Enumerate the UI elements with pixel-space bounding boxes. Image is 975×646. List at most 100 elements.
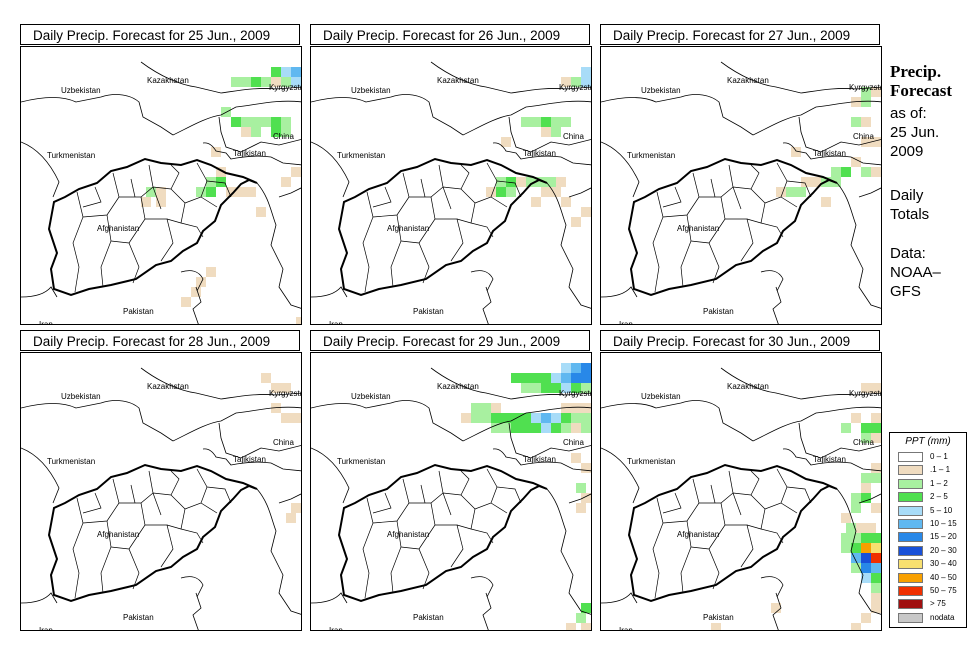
precip-cell xyxy=(196,187,206,197)
legend-label: 5 – 10 xyxy=(930,505,953,515)
precip-cell xyxy=(541,413,551,423)
precip-cell xyxy=(521,423,531,433)
precip-cell xyxy=(851,543,861,553)
precip-cell xyxy=(211,147,221,157)
precip-cell xyxy=(861,423,871,433)
legend-swatch xyxy=(898,452,923,462)
precip-cell xyxy=(871,413,881,423)
precip-cell xyxy=(771,603,781,613)
precip-cell xyxy=(871,553,881,563)
precip-cell xyxy=(491,413,501,423)
precip-cell xyxy=(581,403,591,413)
country-label-tajikistan: Tajikistan xyxy=(523,149,556,158)
precip-cell xyxy=(871,473,881,483)
precip-cell xyxy=(206,177,216,187)
precip-cell xyxy=(261,373,271,383)
precip-cell xyxy=(521,383,531,393)
precip-cell xyxy=(536,177,546,187)
panel-map: Kazakhstan Kyrgyzstan Uzbekistan China Turkm… xyxy=(310,46,592,325)
precip-cell xyxy=(871,463,881,473)
precip-cell xyxy=(501,413,511,423)
country-label-tajikistan: Tajikistan xyxy=(813,455,846,464)
panel-map: Kazakhstan Kyrgyzstan Uzbekistan China Turkm… xyxy=(20,352,302,631)
precip-cell xyxy=(871,423,881,433)
precip-cell xyxy=(871,573,881,583)
precip-cell xyxy=(271,117,281,127)
country-label-kazakhstan: Kazakhstan xyxy=(727,76,769,85)
country-label-pakistan: Pakistan xyxy=(123,307,154,316)
precip-cell xyxy=(256,207,266,217)
precip-cell xyxy=(841,513,851,523)
asof-block: as of: 25 Jun. 2009 xyxy=(890,104,939,161)
precip-cell xyxy=(506,187,516,197)
country-label-afghanistan: Afghanistan xyxy=(97,224,139,233)
precip-cell xyxy=(156,187,166,197)
precip-cell xyxy=(501,137,511,147)
precip-cell xyxy=(856,523,866,533)
precip-cell xyxy=(226,187,236,197)
precip-cell xyxy=(241,127,251,137)
precip-cell xyxy=(486,187,496,197)
precip-cell xyxy=(861,97,871,107)
precip-cell xyxy=(841,167,851,177)
precip-cell xyxy=(861,87,871,97)
precip-cell xyxy=(571,413,581,423)
precip-cell xyxy=(541,127,551,137)
precip-cell xyxy=(516,177,526,187)
forecast-panel: Daily Precip. Forecast for 25 Jun., 2009… xyxy=(20,24,302,326)
precip-cell xyxy=(851,117,861,127)
precip-cell xyxy=(231,117,241,127)
precip-cell xyxy=(206,267,216,277)
country-label-kazakhstan: Kazakhstan xyxy=(437,76,479,85)
precip-cell xyxy=(551,187,561,197)
precip-cell xyxy=(571,453,581,463)
precip-cell xyxy=(861,473,871,483)
country-label-turkmenistan: Turkmenistan xyxy=(47,151,95,160)
precip-cell xyxy=(871,603,881,613)
country-label-kazakhstan: Kazakhstan xyxy=(437,382,479,391)
precip-cell xyxy=(496,177,506,187)
precip-map: Kazakhstan Kyrgyzstan Uzbekistan China Turkm… xyxy=(21,61,301,324)
legend-label: nodata xyxy=(930,612,955,622)
precip-cell xyxy=(551,413,561,423)
country-label-turkmenistan: Turkmenistan xyxy=(47,457,95,466)
forecast-panel: Daily Precip. Forecast for 29 Jun., 2009… xyxy=(310,330,592,632)
precip-cell xyxy=(861,117,871,127)
precip-cell xyxy=(871,503,881,513)
precip-cell xyxy=(581,623,591,630)
precip-cell xyxy=(776,187,786,197)
country-label-iran: Iran xyxy=(619,626,633,630)
precip-cell xyxy=(146,187,156,197)
precip-cell xyxy=(841,543,851,553)
precip-cell xyxy=(571,217,581,227)
country-label-uzbekistan: Uzbekistan xyxy=(61,86,101,95)
legend-item: 40 – 50 xyxy=(898,572,964,584)
legend-label: 10 – 15 xyxy=(930,519,957,528)
legend-item: 10 – 15 xyxy=(898,519,964,530)
country-label-kyrgyzstan: Kyrgyzstan xyxy=(559,389,591,398)
precip-cell xyxy=(156,197,166,207)
precip-cell xyxy=(571,363,581,373)
country-label-china: China xyxy=(273,132,294,141)
country-label-afghanistan: Afghanistan xyxy=(387,224,429,233)
precip-cell xyxy=(566,623,576,630)
precip-cell xyxy=(471,403,481,413)
legend-swatch xyxy=(898,599,923,610)
country-label-tajikistan: Tajikistan xyxy=(523,455,556,464)
precip-cell xyxy=(481,413,491,423)
country-label-iran: Iran xyxy=(619,320,633,324)
country-label-pakistan: Pakistan xyxy=(413,307,444,316)
country-label-kazakhstan: Kazakhstan xyxy=(147,382,189,391)
legend-item: .1 – 1 xyxy=(898,465,964,476)
panel-map: Kazakhstan Kyrgyzstan Uzbekistan China Turkm… xyxy=(600,46,882,325)
precip-cell xyxy=(851,553,861,563)
legend-item: 50 – 75 xyxy=(898,586,964,597)
legend-label: 1 – 2 xyxy=(930,478,948,488)
precip-cell xyxy=(576,503,586,513)
precip-cell xyxy=(861,563,871,573)
legend-label: 30 – 40 xyxy=(930,559,957,569)
precip-cell xyxy=(581,463,591,473)
precip-cell xyxy=(556,177,566,187)
legend-swatch xyxy=(898,519,923,529)
precip-cell xyxy=(581,67,591,77)
